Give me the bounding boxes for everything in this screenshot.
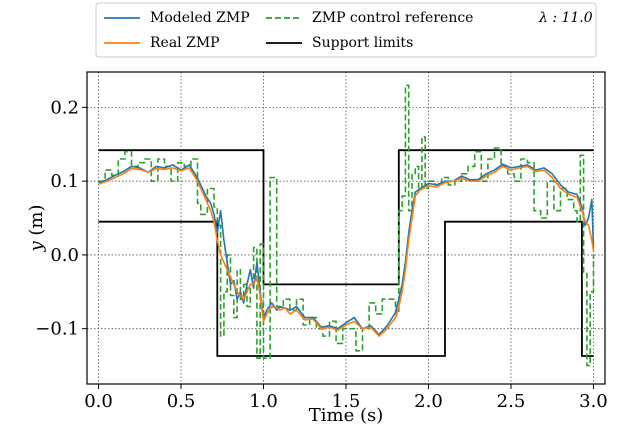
lambda-annotation: λ : 11.0 — [538, 10, 593, 26]
y-axis-label-unit: (m) — [26, 204, 47, 241]
legend-label-real-zmp: Real ZMP — [150, 35, 220, 51]
x-tick-label: 1.0 — [249, 391, 278, 412]
x-tick-label: 1.5 — [332, 391, 361, 412]
support-limits-lines — [98, 149, 594, 357]
legend-label-support-limits: Support limits — [312, 35, 413, 51]
y-axis-ticks: −0.1 0.0 0.1 0.2 — [35, 97, 87, 340]
y-tick-label: −0.1 — [35, 319, 79, 340]
y-axis-label-variable: y — [26, 241, 47, 253]
support-limit-upper — [98, 149, 594, 286]
x-tick-label: 0.0 — [84, 391, 113, 412]
x-tick-label: 2.5 — [497, 391, 526, 412]
x-axis-label: Time (s) — [309, 405, 384, 426]
legend: Modeled ZMP Real ZMP ZMP control referen… — [95, 2, 597, 58]
x-axis-ticks: 0.0 0.5 1.0 1.5 2.0 2.5 3.0 — [84, 384, 608, 412]
x-tick-label: 3.0 — [579, 391, 608, 412]
y-tick-label: 0.0 — [50, 245, 79, 266]
series-line-zmp-control-reference — [98, 84, 595, 367]
support-limit-lower — [98, 220, 594, 357]
series-line-modeled-zmp — [98, 163, 595, 336]
plot-area — [86, 71, 606, 385]
legend-label-zmp-control-reference: ZMP control reference — [312, 10, 473, 26]
legend-frame — [95, 2, 597, 58]
y-tick-label: 0.1 — [50, 171, 79, 192]
x-tick-label: 0.5 — [167, 391, 196, 412]
legend-label-modeled-zmp: Modeled ZMP — [150, 10, 250, 26]
x-tick-label: 2.0 — [414, 391, 443, 412]
y-axis-label: y (m) — [26, 204, 47, 252]
series-line-real-zmp — [98, 165, 595, 337]
series-lines — [98, 84, 595, 367]
y-tick-label: 0.2 — [50, 97, 79, 118]
